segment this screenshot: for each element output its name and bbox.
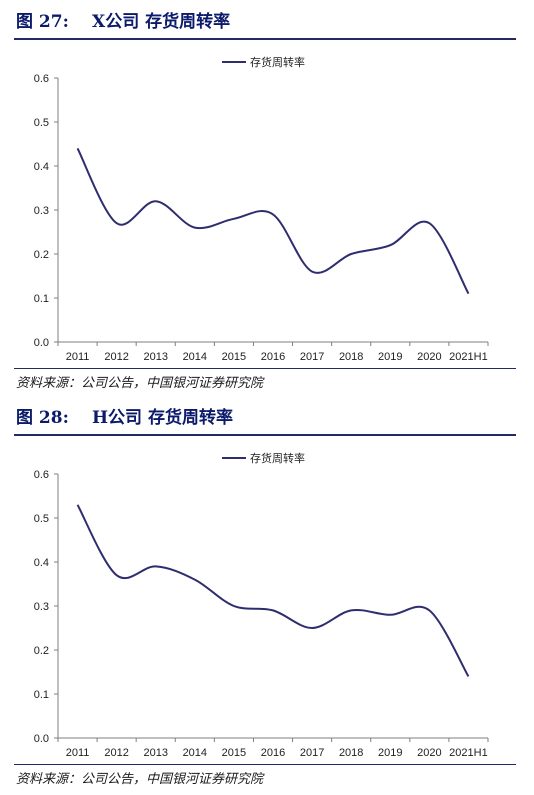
title-rule (14, 434, 516, 436)
x-tick-label: 2014 (183, 351, 207, 363)
x-tick-label: 2012 (104, 351, 128, 363)
y-tick-label: 0.5 (34, 513, 49, 525)
x-tick-label: 2019 (378, 747, 402, 759)
x-tick-label: 2017 (300, 351, 324, 363)
x-tick-label: 2016 (261, 351, 285, 363)
x-tick-label: 2019 (378, 351, 402, 363)
series-line (76, 147, 470, 295)
y-tick-label: 0.3 (34, 601, 49, 613)
x-tick-label: 2011 (66, 351, 90, 363)
source-rule (14, 764, 516, 765)
figure-title: 图 27: X公司 存货周转率 (16, 8, 230, 36)
x-tick-label: 2014 (183, 747, 207, 759)
source-note: 资料来源：公司公告，中国银河证券研究院 (16, 376, 264, 391)
x-tick-label: 2017 (300, 747, 324, 759)
x-tick-label: 2021H1 (449, 747, 488, 759)
source-rule (14, 368, 516, 369)
x-tick-label: 2016 (261, 747, 285, 759)
y-tick-label: 0.2 (34, 645, 49, 657)
x-tick-label: 2018 (339, 351, 363, 363)
y-tick-label: 0.6 (34, 73, 49, 85)
legend-label: 存货周转率 (250, 451, 305, 465)
x-tick-label: 2021H1 (449, 351, 488, 363)
figure-title: 图 28: H公司 存货周转率 (16, 404, 233, 432)
x-tick-label: 2015 (222, 351, 246, 363)
x-tick-label: 2012 (104, 747, 128, 759)
y-tick-label: 0.4 (34, 557, 49, 569)
y-tick-label: 0.4 (34, 161, 49, 173)
x-tick-label: 2013 (143, 351, 167, 363)
inventory-turnover-chart: 0.0 0.1 0.2 0.3 0.4 0.5 0.6 2011 2012 2013 2014 201… (34, 55, 489, 363)
x-tick-label: 2013 (143, 747, 167, 759)
figure-caption: X公司 存货周转率 (92, 12, 231, 32)
y-tick-label: 0.0 (34, 337, 49, 349)
x-tick-label: 2015 (222, 747, 246, 759)
y-tick-label: 0.3 (34, 205, 49, 217)
y-tick-label: 0.6 (34, 469, 49, 481)
inventory-turnover-chart: 0.0 0.1 0.2 0.3 0.4 0.5 0.6 2011 2012 2013 2014 201… (34, 451, 489, 759)
x-tick-label: 2020 (417, 351, 441, 363)
x-tick-label: 2020 (417, 747, 441, 759)
y-tick-label: 0.1 (34, 293, 49, 305)
x-tick-label: 2018 (339, 747, 363, 759)
y-tick-label: 0.0 (34, 733, 49, 745)
figure-number: 图 27: (16, 12, 69, 32)
series-line (76, 504, 470, 677)
x-tick-label: 2011 (66, 747, 90, 759)
y-tick-label: 0.2 (34, 249, 49, 261)
legend-label: 存货周转率 (250, 55, 305, 69)
figure-number: 图 28: (16, 408, 69, 428)
y-tick-label: 0.5 (34, 117, 49, 129)
y-tick-label: 0.1 (34, 689, 49, 701)
source-note: 资料来源：公司公告，中国银河证券研究院 (16, 772, 264, 787)
title-rule (14, 38, 516, 40)
figure-caption: H公司 存货周转率 (92, 408, 233, 428)
